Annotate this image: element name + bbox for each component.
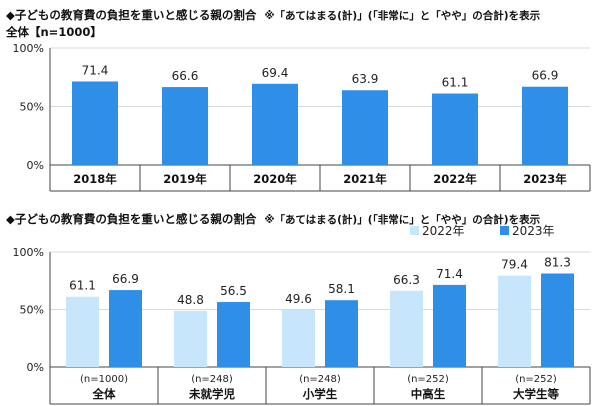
chart2-title-text: ◆子どもの教育費の負担を重いと感じる親の割合 — [6, 212, 257, 226]
chart1-bar — [522, 86, 568, 165]
chart2-x-tick-label: 全体 — [92, 387, 116, 401]
chart2-legend-label: 2022年 — [422, 224, 465, 238]
chart1-y-tick-label: 50% — [20, 101, 44, 114]
chart2-x-tick-label: 中高生 — [411, 387, 446, 401]
chart2-bar-series1 — [174, 310, 207, 367]
chart1-x-tick-label: 2019年 — [163, 172, 207, 186]
chart1-bar-value-label: 63.9 — [352, 72, 379, 86]
chart2-bar-value-label: 56.5 — [220, 284, 247, 298]
chart2-bar-series2 — [541, 273, 574, 367]
chart2-bar-series1 — [282, 309, 315, 367]
chart1-bar-value-label: 69.4 — [262, 66, 289, 80]
chart1-x-tick-label: 2022年 — [433, 172, 477, 186]
chart2-legend-swatch — [410, 226, 419, 235]
chart2-bar-value-label: 71.4 — [436, 267, 463, 281]
chart1-bar — [252, 83, 298, 165]
chart2-bar-series2 — [433, 284, 466, 367]
chart2-bar-value-label: 81.3 — [544, 256, 571, 270]
chart1-x-tick-label: 2020年 — [253, 172, 297, 186]
chart2-bar-series1 — [66, 296, 99, 367]
chart2-bar-value-label: 66.9 — [112, 272, 139, 286]
chart2-n-label: (n=1000) — [80, 374, 128, 385]
chart1-title-text: ◆子どもの教育費の負担を重いと感じる親の割合 — [6, 8, 257, 22]
chart2-x-tick-label: 小学生 — [302, 387, 338, 401]
chart2-bar-value-label: 58.1 — [328, 282, 355, 296]
chart1-bar — [162, 87, 208, 165]
chart1-bar-value-label: 61.1 — [442, 76, 469, 90]
chart2-legend-swatch — [500, 226, 509, 235]
chart1-bar — [72, 81, 118, 165]
chart1-bar — [342, 90, 388, 165]
chart2-bar-series1 — [390, 290, 423, 367]
chart2-n-label: (n=252) — [407, 374, 449, 385]
chart2-bar-value-label: 48.8 — [177, 293, 204, 307]
chart2-y-tick-label: 100% — [13, 246, 44, 259]
chart2-bar-value-label: 49.6 — [285, 292, 312, 306]
chart2-y-tick-label: 0% — [27, 361, 44, 374]
chart1-x-tick-label: 2021年 — [343, 172, 387, 186]
chart1-subtitle: 全体【n=1000】 — [6, 25, 102, 39]
chart2-title: ◆子どもの教育費の負担を重いと感じる親の割合 ※「あてはまる(計)」(「非常に」と… — [6, 211, 540, 227]
chart1-x-tick-label: 2023年 — [523, 172, 567, 186]
chart1-bar-value-label: 71.4 — [82, 63, 109, 77]
chart2-bar-value-label: 61.1 — [69, 279, 96, 293]
chart2-bar-series1 — [498, 275, 531, 367]
chart1-title: ◆子どもの教育費の負担を重いと感じる親の割合 ※「あてはまる(計)」(「非常に」と… — [6, 7, 540, 23]
chart2-bar-series2 — [325, 300, 358, 367]
chart1-bar — [432, 93, 478, 165]
chart2-bar-series2 — [109, 290, 142, 367]
chart2-n-label: (n=252) — [515, 374, 557, 385]
chart2-legend-label: 2023年 — [512, 224, 555, 238]
chart2-bar-series2 — [217, 302, 250, 367]
chart2-n-label: (n=248) — [299, 374, 341, 385]
chart1-note: ※「あてはまる(計)」(「非常に」と「やや」の合計)を表示 — [264, 10, 541, 22]
chart2-y-tick-label: 50% — [20, 304, 44, 317]
chart2-x-tick-label: 未就学児 — [188, 387, 235, 401]
chart1-x-tick-label: 2018年 — [73, 172, 117, 186]
chart1-y-tick-label: 100% — [13, 42, 44, 55]
chart2-bar-value-label: 79.4 — [501, 258, 528, 272]
chart2-bar-value-label: 66.3 — [393, 273, 420, 287]
chart2-note: ※「あてはまる(計)」(「非常に」と「やや」の合計)を表示 — [264, 214, 541, 226]
chart1-bar-value-label: 66.9 — [532, 69, 559, 83]
chart2-n-label: (n=248) — [191, 374, 233, 385]
chart2-x-tick-label: 大学生等 — [513, 387, 559, 401]
chart1-bar-value-label: 66.6 — [172, 69, 199, 83]
chart1-y-tick-label: 0% — [27, 159, 44, 172]
